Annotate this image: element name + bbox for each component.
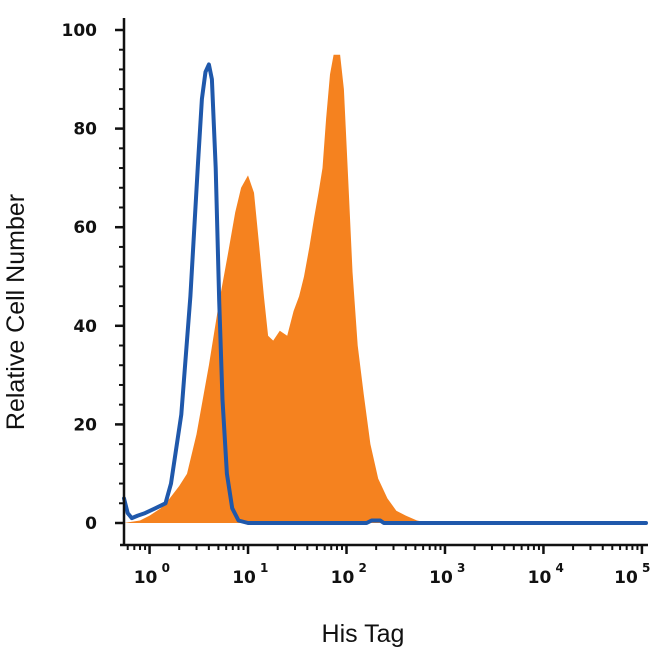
y-tick-label: 100 (62, 21, 98, 41)
x-tick-label: 10 (331, 568, 355, 588)
plot-area (122, 54, 648, 525)
y-tick-label: 0 (85, 514, 97, 534)
x-tick-label: 10 (232, 568, 256, 588)
y-tick-label: 20 (73, 415, 97, 435)
x-axis-ticks: 10 0 10 1 10 2 10 3 10 4 10 5 (126, 545, 650, 588)
x-tick-exponent: 4 (555, 561, 563, 575)
y-tick-label: 80 (73, 120, 97, 140)
series-blue-outline-histogram (122, 62, 648, 525)
x-tick-label: 10 (134, 568, 158, 588)
x-tick-exponent: 0 (162, 561, 170, 575)
y-tick-label: 60 (73, 218, 97, 238)
y-axis-ticks: 0 20 40 60 80 100 (62, 21, 124, 534)
x-axis-title: His Tag (322, 620, 405, 648)
x-tick-label: 10 (528, 568, 552, 588)
x-tick-exponent: 3 (457, 561, 465, 575)
x-tick-exponent: 5 (642, 561, 650, 575)
series-orange-filled-histogram (124, 54, 646, 523)
x-tick-label: 10 (614, 568, 638, 588)
x-tick-exponent: 2 (359, 561, 367, 575)
y-tick-label: 40 (73, 317, 97, 337)
y-axis-title: Relative Cell Number (2, 194, 30, 430)
x-tick-label: 10 (429, 568, 453, 588)
x-tick-exponent: 1 (260, 561, 268, 575)
